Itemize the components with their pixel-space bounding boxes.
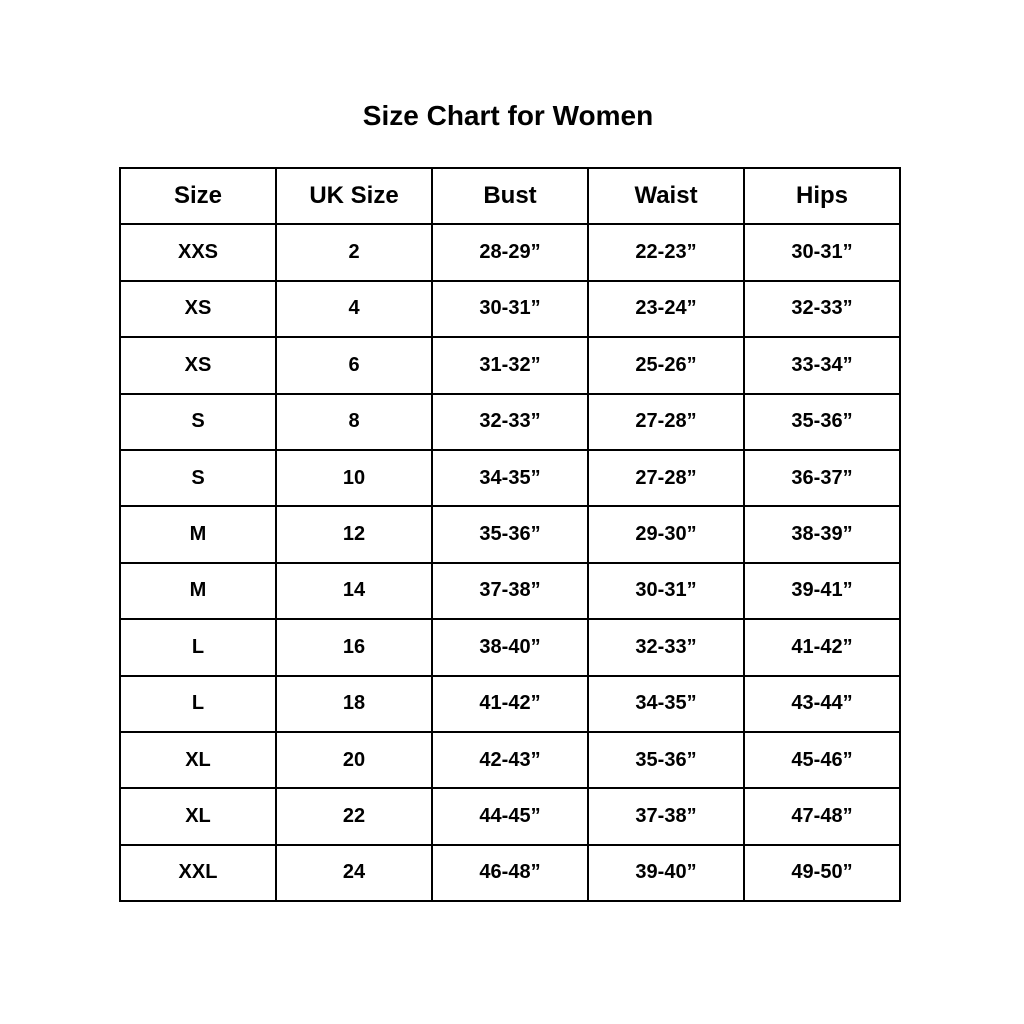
cell-hips: 49-50” (743, 843, 901, 903)
cell-waist: 25-26” (587, 336, 745, 395)
cell-bust: 35-36” (431, 505, 589, 564)
cell-hips: 33-34” (743, 336, 901, 395)
table-row: XXS 2 28-29” 22-23” 30-31” (119, 223, 901, 282)
cell-size: XS (119, 336, 277, 395)
cell-hips: 30-31” (743, 223, 901, 282)
cell-bust: 44-45” (431, 787, 589, 846)
cell-bust: 28-29” (431, 223, 589, 282)
table-row: M 14 37-38” 30-31” 39-41” (119, 561, 901, 621)
cell-size: XXL (119, 843, 277, 903)
cell-uk-size: 2 (275, 223, 433, 282)
cell-waist: 29-30” (587, 505, 745, 564)
cell-hips: 36-37” (743, 448, 901, 508)
cell-waist: 37-38” (587, 787, 745, 846)
cell-bust: 42-43” (431, 730, 589, 790)
cell-waist: 32-33” (587, 618, 745, 677)
cell-uk-size: 10 (275, 448, 433, 508)
cell-waist: 34-35” (587, 674, 745, 733)
cell-bust: 37-38” (431, 561, 589, 621)
cell-size: M (119, 561, 277, 621)
cell-size: S (119, 392, 277, 451)
column-header-bust: Bust (431, 166, 589, 226)
cell-uk-size: 22 (275, 787, 433, 846)
cell-size: M (119, 505, 277, 564)
table-row: XXL 24 46-48” 39-40” 49-50” (119, 843, 901, 903)
table-header-row: Size UK Size Bust Waist Hips (119, 166, 901, 226)
cell-uk-size: 18 (275, 674, 433, 733)
cell-waist: 39-40” (587, 843, 745, 903)
table-row: XL 20 42-43” 35-36” 45-46” (119, 730, 901, 790)
table-row: XS 4 30-31” 23-24” 32-33” (119, 279, 901, 339)
cell-waist: 35-36” (587, 730, 745, 790)
cell-uk-size: 4 (275, 279, 433, 339)
cell-waist: 30-31” (587, 561, 745, 621)
cell-size: XL (119, 730, 277, 790)
cell-size: S (119, 448, 277, 508)
cell-hips: 35-36” (743, 392, 901, 451)
table-row: S 10 34-35” 27-28” 36-37” (119, 448, 901, 508)
column-header-uk-size: UK Size (275, 166, 433, 226)
page-title: Size Chart for Women (362, 100, 654, 131)
table-row: L 18 41-42” 34-35” 43-44” (119, 674, 901, 733)
cell-bust: 38-40” (431, 618, 589, 677)
cell-uk-size: 24 (275, 843, 433, 903)
column-header-size: Size (119, 166, 277, 226)
cell-size: L (119, 674, 277, 733)
table-row: M 12 35-36” 29-30” 38-39” (119, 505, 901, 564)
size-chart-table: Size UK Size Bust Waist Hips XXS 2 28-29” 22-23… (119, 166, 901, 903)
cell-uk-size: 6 (275, 336, 433, 395)
table-row: S 8 32-33” 27-28” 35-36” (119, 392, 901, 451)
cell-bust: 41-42” (431, 674, 589, 733)
cell-waist: 27-28” (587, 392, 745, 451)
column-header-hips: Hips (743, 166, 901, 226)
cell-bust: 34-35” (431, 448, 589, 508)
table-row: XS 6 31-32” 25-26” 33-34” (119, 336, 901, 395)
cell-hips: 38-39” (743, 505, 901, 564)
cell-size: XS (119, 279, 277, 339)
cell-size: XL (119, 787, 277, 846)
cell-hips: 45-46” (743, 730, 901, 790)
cell-size: XXS (119, 223, 277, 282)
cell-bust: 46-48” (431, 843, 589, 903)
cell-hips: 39-41” (743, 561, 901, 621)
cell-hips: 43-44” (743, 674, 901, 733)
cell-uk-size: 12 (275, 505, 433, 564)
cell-uk-size: 20 (275, 730, 433, 790)
cell-waist: 27-28” (587, 448, 745, 508)
cell-uk-size: 16 (275, 618, 433, 677)
column-header-waist: Waist (587, 166, 745, 226)
cell-hips: 47-48” (743, 787, 901, 846)
cell-hips: 32-33” (743, 279, 901, 339)
cell-bust: 32-33” (431, 392, 589, 451)
cell-uk-size: 14 (275, 561, 433, 621)
table-row: L 16 38-40” 32-33” 41-42” (119, 618, 901, 677)
cell-uk-size: 8 (275, 392, 433, 451)
cell-bust: 30-31” (431, 279, 589, 339)
table-row: XL 22 44-45” 37-38” 47-48” (119, 787, 901, 846)
cell-waist: 22-23” (587, 223, 745, 282)
cell-waist: 23-24” (587, 279, 745, 339)
cell-bust: 31-32” (431, 336, 589, 395)
cell-size: L (119, 618, 277, 677)
cell-hips: 41-42” (743, 618, 901, 677)
